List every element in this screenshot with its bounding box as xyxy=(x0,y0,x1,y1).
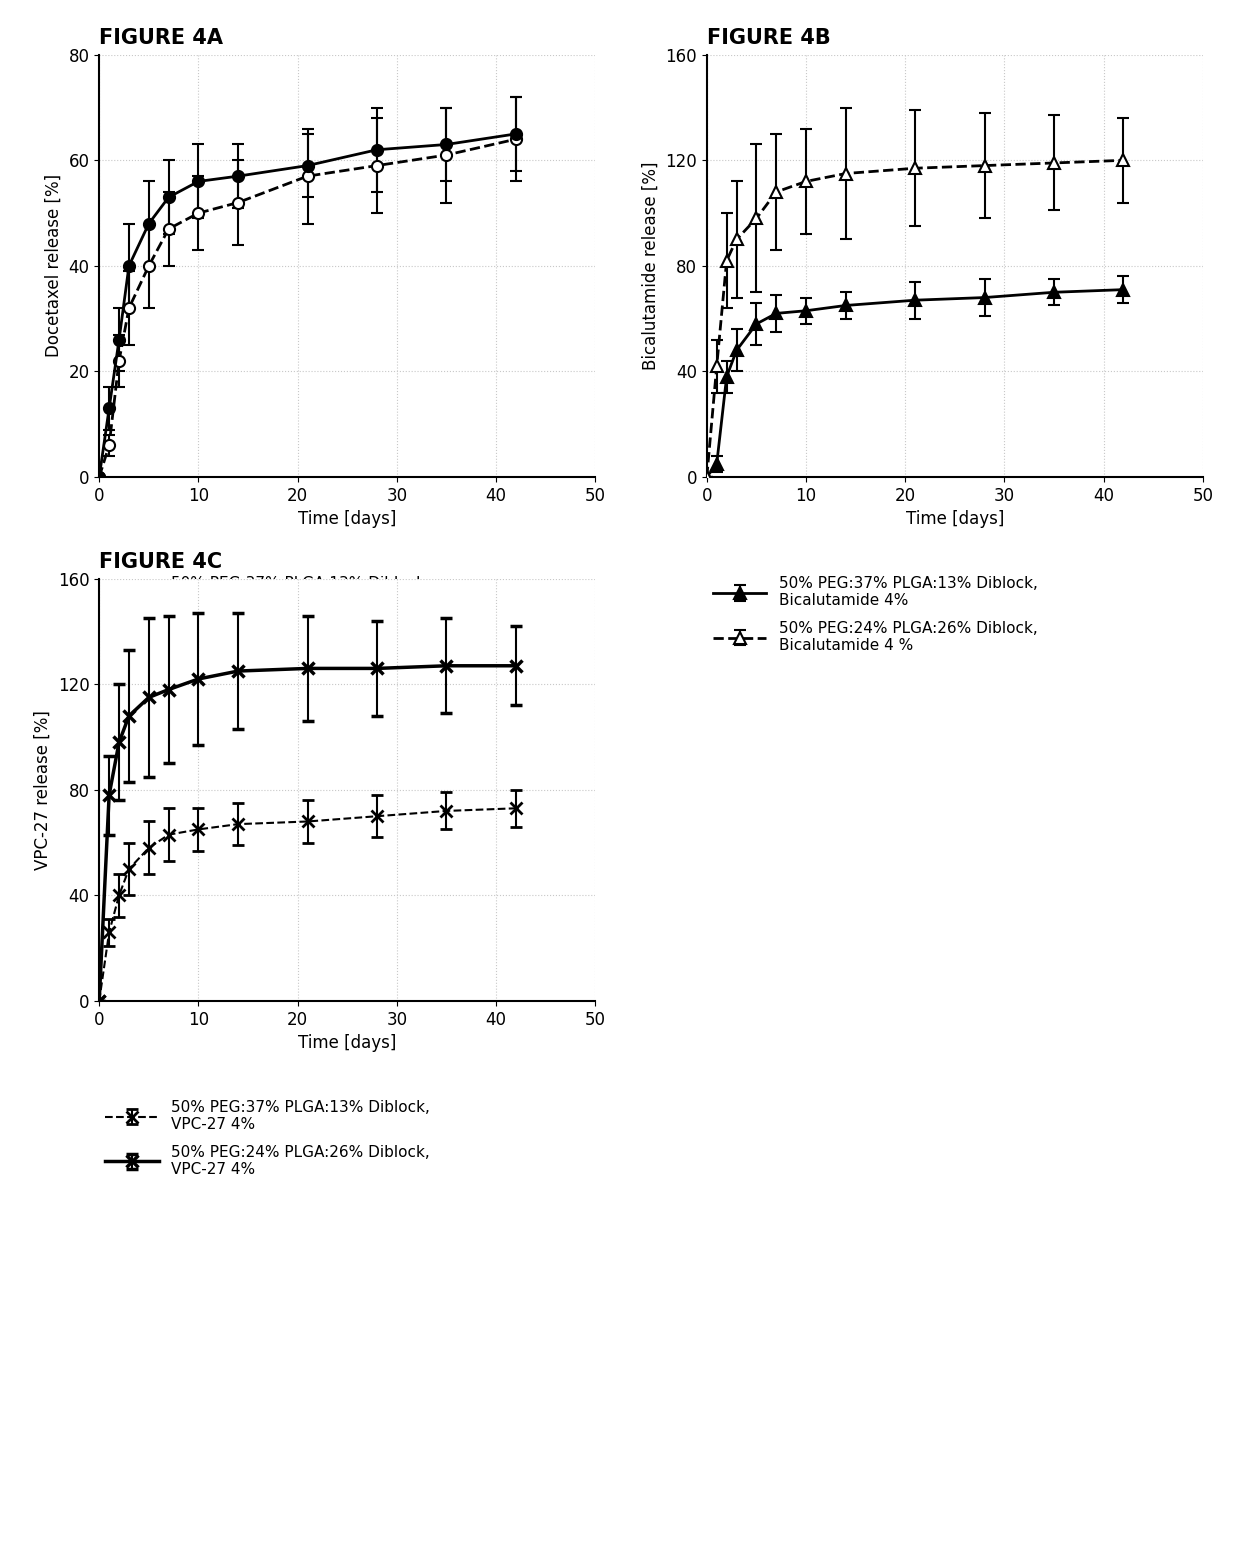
Text: FIGURE 4B: FIGURE 4B xyxy=(707,28,831,47)
X-axis label: Time [days]: Time [days] xyxy=(905,510,1004,529)
X-axis label: Time [days]: Time [days] xyxy=(298,1034,397,1053)
Legend: 50% PEG:37% PLGA:13% Diblock,
VPC-27 4%, 50% PEG:24% PLGA:26% Diblock,
VPC-27 4%: 50% PEG:37% PLGA:13% Diblock, VPC-27 4%,… xyxy=(99,1093,436,1182)
Text: FIGURE 4C: FIGURE 4C xyxy=(99,552,222,571)
X-axis label: Time [days]: Time [days] xyxy=(298,510,397,529)
Text: FIGURE 4A: FIGURE 4A xyxy=(99,28,223,47)
Legend: 50% PEG:37% PLGA:13% Diblock,
Bicalutamide 4%, 50% PEG:24% PLGA:26% Diblock,
Bic: 50% PEG:37% PLGA:13% Diblock, Bicalutami… xyxy=(707,569,1044,658)
Legend: 50% PEG:37% PLGA:13% Diblock,
Docetaxel 4 %, 50% PEG:24% PLGA:26% Diblock,
Docet: 50% PEG:37% PLGA:13% Diblock, Docetaxel … xyxy=(99,569,436,658)
Y-axis label: Bicalutamide release [%]: Bicalutamide release [%] xyxy=(642,161,660,371)
Y-axis label: VPC-27 release [%]: VPC-27 release [%] xyxy=(35,710,52,870)
Y-axis label: Docetaxel release [%]: Docetaxel release [%] xyxy=(45,174,63,358)
